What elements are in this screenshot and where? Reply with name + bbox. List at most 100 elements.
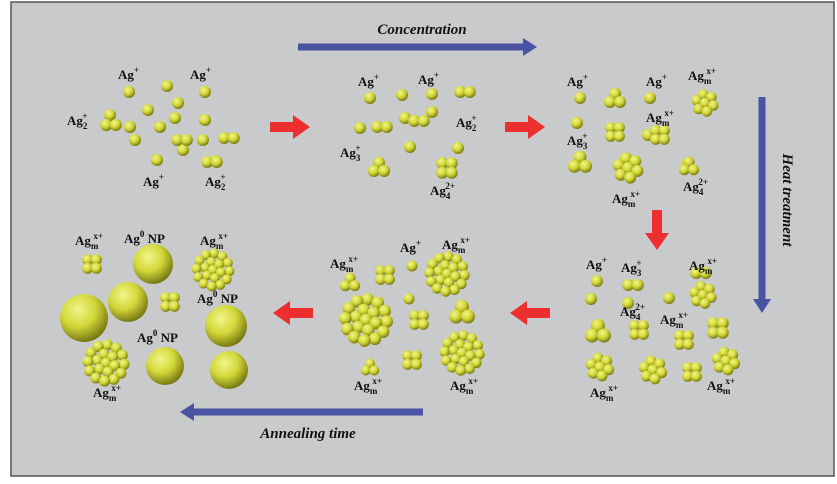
silver-ion-sphere-icon <box>193 272 204 283</box>
silver-ion-sphere-icon <box>101 339 113 351</box>
silver-ion-sphere-icon <box>567 159 581 173</box>
silver-ion-sphere-icon <box>109 119 122 131</box>
silver-ion-sphere-icon <box>445 166 458 179</box>
silver-ion-sphere-icon <box>375 265 387 277</box>
silver-ion-sphere-icon <box>571 117 583 129</box>
silver-ion-sphere-icon <box>199 114 211 126</box>
silver-cluster-icon <box>160 292 180 312</box>
species-label-agm: Agmx+ <box>450 376 478 396</box>
silver-cluster-icon <box>367 156 391 177</box>
species-label-ag: Ag+ <box>418 70 439 87</box>
silver-cluster-icon <box>612 152 644 184</box>
silver-ion-sphere-icon <box>649 373 661 385</box>
silver-ion-sphere-icon <box>206 281 217 292</box>
silver-ion-sphere-icon <box>424 267 435 278</box>
silver-ion-sphere-icon <box>650 125 662 137</box>
silver-cluster-icon <box>585 352 615 382</box>
silver-ion-sphere-icon <box>624 171 637 184</box>
silver-ion-sphere-icon <box>449 284 460 296</box>
silver-ion-sphere-icon <box>82 262 94 274</box>
silver-nanoparticle-icon <box>108 282 148 322</box>
silver-ion-sphere-icon <box>629 320 641 332</box>
silver-ion-sphere-icon <box>451 254 463 265</box>
silver-ion-sphere-icon <box>674 338 686 350</box>
silver-cluster-icon <box>402 350 422 370</box>
silver-ion-sphere-icon <box>426 88 438 100</box>
species-label-ag: Ag+ <box>586 255 607 272</box>
silver-ion-sphere-icon <box>722 364 734 376</box>
species-label-agm: Agmx+ <box>442 235 470 255</box>
species-label-agm: Agmx+ <box>707 376 735 396</box>
silver-cluster-icon <box>678 156 700 176</box>
silver-ion-sphere-icon <box>338 312 352 325</box>
silver-ion-sphere-icon <box>171 134 184 146</box>
silver-ion-sphere-icon <box>108 373 120 385</box>
species-label-agm: Agmx+ <box>330 254 358 274</box>
silver-ion-sphere-icon <box>399 112 411 124</box>
silver-ion-sphere-icon <box>454 86 467 98</box>
silver-ion-sphere-icon <box>85 347 97 359</box>
silver-ion-sphere-icon <box>688 164 700 176</box>
silver-cluster-icon <box>424 251 470 297</box>
silver-cluster-icon <box>171 134 193 146</box>
species-label-ag: Ag+ <box>400 238 421 255</box>
silver-ion-sphere-icon <box>376 325 390 339</box>
silver-ion-sphere-icon <box>100 119 113 131</box>
silver-ion-sphere-icon <box>613 130 625 142</box>
silver-ion-sphere-icon <box>459 270 470 281</box>
silver-ion-sphere-icon <box>93 363 105 375</box>
species-label-ag: Ag+ <box>567 72 588 89</box>
silver-ion-sphere-icon <box>699 267 712 279</box>
species-label-agm: Agmx+ <box>590 383 618 403</box>
silver-ion-sphere-icon <box>110 342 122 354</box>
silver-nanoparticle-icon <box>205 305 247 347</box>
silver-ion-sphere-icon <box>449 331 460 343</box>
diagram-background <box>10 1 835 477</box>
silver-ion-sphere-icon <box>474 349 485 360</box>
silver-ion-sphere-icon <box>354 122 366 134</box>
silver-species <box>60 80 741 389</box>
silver-cluster-icon <box>439 330 485 376</box>
silver-ion-sphere-icon <box>707 326 720 339</box>
silver-ion-sphere-icon <box>227 132 240 144</box>
silver-ion-sphere-icon <box>364 92 376 104</box>
silver-cluster-icon <box>100 119 122 131</box>
silver-ion-sphere-icon <box>367 165 380 177</box>
silver-ion-sphere-icon <box>198 278 209 289</box>
species-label-ag3: Ag3+ <box>567 131 588 151</box>
silver-ion-sphere-icon <box>177 144 189 156</box>
silver-ion-sphere-icon <box>360 365 371 376</box>
silver-ion-sphere-icon <box>716 326 729 339</box>
silver-cluster-icon <box>622 279 644 291</box>
silver-ion-sphere-icon <box>200 262 211 273</box>
silver-ion-sphere-icon <box>631 279 644 291</box>
silver-ion-sphere-icon <box>458 356 470 367</box>
silver-ion-sphere-icon <box>682 370 694 382</box>
silver-ion-sphere-icon <box>200 250 211 261</box>
silver-ion-sphere-icon <box>168 300 180 312</box>
species-label-ag: Ag+ <box>646 72 667 89</box>
silver-ion-sphere-icon <box>614 96 627 108</box>
silver-cluster-icon <box>691 89 719 117</box>
silver-ion-sphere-icon <box>707 317 720 330</box>
silver-ion-sphere-icon <box>640 370 652 382</box>
silver-ion-sphere-icon <box>339 280 351 292</box>
silver-ion-sphere-icon <box>674 330 686 342</box>
silver-nanoparticle-icon <box>60 294 108 342</box>
silver-cluster-icon <box>567 150 593 173</box>
silver-ion-sphere-icon <box>201 270 212 281</box>
silver-ion-sphere-icon <box>383 273 395 285</box>
species-label-agm: Agmx+ <box>75 231 103 251</box>
species-label-agm: Agmx+ <box>200 231 228 251</box>
species-label-agm: Agmx+ <box>660 310 688 330</box>
silver-ion-sphere-icon <box>427 258 438 270</box>
concentration-label: Concentration <box>377 22 466 38</box>
silver-ion-sphere-icon <box>209 273 220 284</box>
species-label-ag3: Ag3+ <box>621 258 642 278</box>
silver-cluster-icon <box>711 346 741 376</box>
silver-ion-sphere-icon <box>693 103 704 115</box>
silver-ion-sphere-icon <box>406 260 418 272</box>
species-label-agm: Agmx+ <box>354 376 382 396</box>
silver-nanoparticle-icon <box>146 347 184 385</box>
